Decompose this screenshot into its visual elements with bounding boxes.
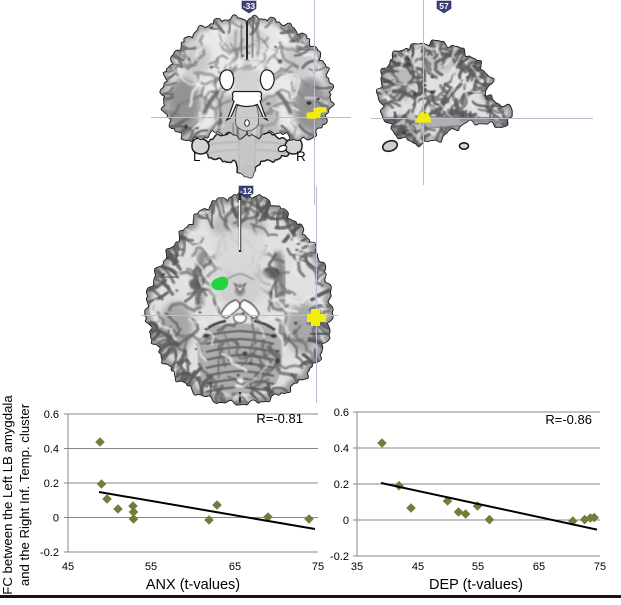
svg-text:65: 65 — [229, 561, 241, 573]
svg-text:75: 75 — [594, 561, 606, 573]
svg-text:L: L — [193, 149, 201, 164]
svg-text:and the Right Inf. Temp. clust: and the Right Inf. Temp. cluster — [17, 403, 32, 586]
svg-text:0.2: 0.2 — [334, 479, 349, 491]
svg-text:R=-0.81: R=-0.81 — [256, 411, 303, 426]
svg-text:55: 55 — [145, 561, 157, 573]
svg-text:-33: -33 — [243, 1, 256, 11]
svg-text:75: 75 — [312, 561, 324, 573]
svg-text:0.4: 0.4 — [44, 444, 59, 456]
svg-text:R=-0.86: R=-0.86 — [545, 412, 592, 427]
svg-text:45: 45 — [62, 561, 74, 573]
svg-text:57: 57 — [439, 1, 449, 11]
svg-text:-0.2: -0.2 — [40, 547, 59, 559]
svg-text:ANX (t-values): ANX (t-values) — [146, 577, 240, 593]
svg-text:0: 0 — [343, 515, 349, 527]
svg-text:35: 35 — [351, 561, 363, 573]
svg-text:FC between the Left LB amygda: FC between the Left LB amygdala — [0, 395, 15, 595]
svg-text:0.6: 0.6 — [334, 407, 349, 419]
svg-text:0.2: 0.2 — [44, 478, 59, 490]
svg-text:0.6: 0.6 — [44, 409, 59, 421]
svg-text:-0.2: -0.2 — [330, 551, 349, 563]
svg-text:R: R — [296, 149, 306, 164]
svg-text:65: 65 — [533, 561, 545, 573]
svg-text:DEP (t-values): DEP (t-values) — [429, 577, 523, 593]
svg-text:45: 45 — [412, 561, 424, 573]
svg-text:0.4: 0.4 — [334, 443, 349, 455]
svg-text:0: 0 — [53, 513, 59, 525]
svg-text:-12: -12 — [240, 186, 253, 196]
svg-text:55: 55 — [472, 561, 484, 573]
